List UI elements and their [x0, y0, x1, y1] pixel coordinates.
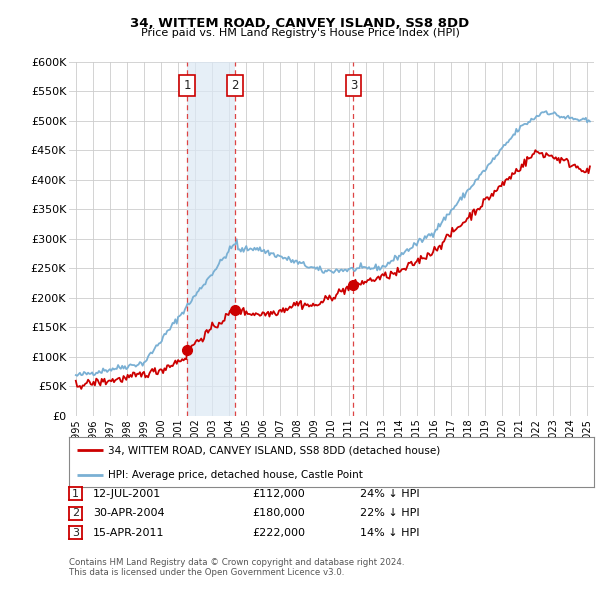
Text: 14% ↓ HPI: 14% ↓ HPI: [360, 528, 419, 537]
Text: 1: 1: [72, 489, 79, 499]
Text: £222,000: £222,000: [252, 528, 305, 537]
Text: Price paid vs. HM Land Registry's House Price Index (HPI): Price paid vs. HM Land Registry's House …: [140, 28, 460, 38]
Text: Contains HM Land Registry data © Crown copyright and database right 2024.: Contains HM Land Registry data © Crown c…: [69, 558, 404, 566]
Text: 3: 3: [72, 528, 79, 537]
Text: 24% ↓ HPI: 24% ↓ HPI: [360, 489, 419, 499]
Text: 2: 2: [231, 79, 239, 92]
Text: 15-APR-2011: 15-APR-2011: [93, 528, 164, 537]
Bar: [187, 62, 235, 416]
Text: 34, WITTEM ROAD, CANVEY ISLAND, SS8 8DD: 34, WITTEM ROAD, CANVEY ISLAND, SS8 8DD: [130, 17, 470, 30]
Text: 3: 3: [350, 79, 357, 92]
Text: 30-APR-2004: 30-APR-2004: [93, 509, 164, 518]
Text: 1: 1: [184, 79, 191, 92]
Text: 2: 2: [72, 509, 79, 518]
Text: 34, WITTEM ROAD, CANVEY ISLAND, SS8 8DD (detached house): 34, WITTEM ROAD, CANVEY ISLAND, SS8 8DD …: [109, 445, 440, 455]
Text: This data is licensed under the Open Government Licence v3.0.: This data is licensed under the Open Gov…: [69, 568, 344, 576]
Text: £180,000: £180,000: [252, 509, 305, 518]
Text: 22% ↓ HPI: 22% ↓ HPI: [360, 509, 419, 518]
Text: HPI: Average price, detached house, Castle Point: HPI: Average price, detached house, Cast…: [109, 470, 363, 480]
Text: 12-JUL-2001: 12-JUL-2001: [93, 489, 161, 499]
Text: £112,000: £112,000: [252, 489, 305, 499]
